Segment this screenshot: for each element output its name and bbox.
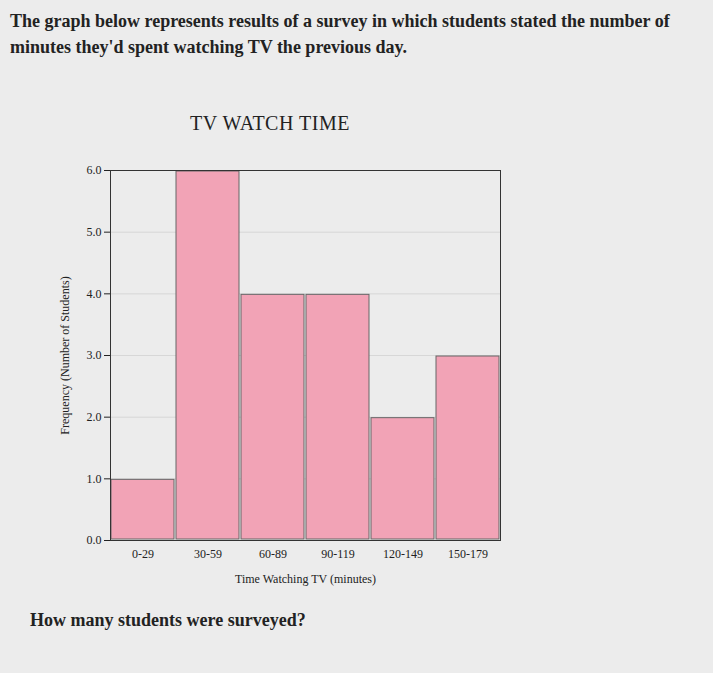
svg-text:4.0: 4.0 [87,287,102,301]
svg-text:0-29: 0-29 [132,547,154,561]
svg-text:0.0: 0.0 [87,533,102,547]
svg-text:6.0: 6.0 [87,163,102,177]
svg-text:1.0: 1.0 [87,472,102,486]
svg-text:2.0: 2.0 [87,410,102,424]
html-text:The graph below represents res: The graph below represents results of a … [10,11,670,58]
svg-text:5.0: 5.0 [87,225,102,239]
svg-text:30-59: 30-59 [194,547,222,561]
html-text:TV WATCH TIME: TV WATCH TIME [190,112,350,134]
svg-text:60-89: 60-89 [259,547,287,561]
svg-text:120-149: 120-149 [383,547,423,561]
html-text:How many students were surveye: How many students were surveyed? [30,610,306,630]
svg-text:3.0: 3.0 [87,348,102,362]
svg-text:90-119: 90-119 [321,547,355,561]
svg-text:Time Watching TV (minutes): Time Watching TV (minutes) [235,572,376,586]
svg-text:Frequency (Number of Students): Frequency (Number of Students) [58,276,72,434]
svg-text:150-179: 150-179 [448,547,488,561]
